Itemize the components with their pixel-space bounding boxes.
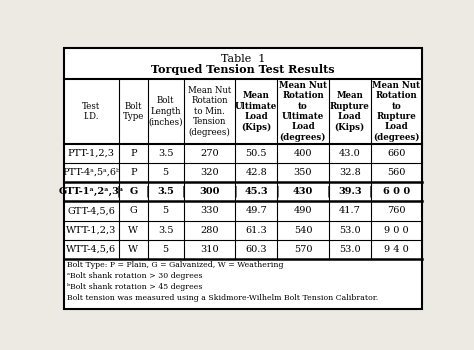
Text: 330: 330 (200, 206, 219, 216)
Text: 430: 430 (293, 187, 313, 196)
Text: G: G (129, 206, 137, 216)
Text: 60.3: 60.3 (246, 245, 267, 254)
Text: 32.8: 32.8 (339, 168, 361, 177)
Text: 5: 5 (163, 245, 169, 254)
Text: 270: 270 (200, 149, 219, 158)
Text: 49.7: 49.7 (246, 206, 267, 216)
Text: 350: 350 (294, 168, 312, 177)
Text: W: W (128, 245, 138, 254)
Text: Mean Nut
Rotation
to
Rupture
Load
(degrees): Mean Nut Rotation to Rupture Load (degre… (373, 81, 420, 142)
Text: 760: 760 (387, 206, 406, 216)
Text: 3.5: 3.5 (157, 187, 174, 196)
Text: 490: 490 (294, 206, 312, 216)
Text: 53.0: 53.0 (339, 226, 361, 234)
Text: 300: 300 (199, 187, 220, 196)
Text: 280: 280 (201, 226, 219, 234)
Text: Torqued Tension Test Results: Torqued Tension Test Results (151, 64, 335, 75)
Text: 9 4 0: 9 4 0 (384, 245, 409, 254)
Text: 45.3: 45.3 (245, 187, 268, 196)
Text: Mean
Rupture
Load
(Kips): Mean Rupture Load (Kips) (330, 91, 370, 132)
Text: Mean Nut
Rotation
to Min.
Tension
(degrees): Mean Nut Rotation to Min. Tension (degre… (188, 86, 231, 137)
Text: |: | (327, 186, 331, 197)
Text: GTT-1ᵃ,2ᵃ,3ᵃ: GTT-1ᵃ,2ᵃ,3ᵃ (59, 187, 124, 196)
Text: P: P (130, 168, 137, 177)
Text: Test
I.D.: Test I.D. (82, 102, 100, 121)
Text: |: | (117, 186, 121, 197)
Text: Bolt Type: P = Plain, G = Galvanized, W = Weathering: Bolt Type: P = Plain, G = Galvanized, W … (66, 261, 283, 269)
Text: PTT-1,2,3: PTT-1,2,3 (68, 149, 115, 158)
Text: ᵇBolt shank rotation > 45 degrees: ᵇBolt shank rotation > 45 degrees (66, 283, 202, 291)
Text: PTT-4ᵃ,5ᵃ,6ᵇ: PTT-4ᵃ,5ᵃ,6ᵇ (63, 168, 120, 177)
Text: |: | (369, 186, 373, 197)
Text: |: | (233, 186, 237, 197)
Text: 5: 5 (163, 168, 169, 177)
Text: W: W (128, 226, 138, 234)
Text: |: | (146, 186, 150, 197)
Text: 660: 660 (387, 149, 406, 158)
Text: P: P (130, 149, 137, 158)
Text: 560: 560 (387, 168, 406, 177)
Text: 6 0 0: 6 0 0 (383, 187, 410, 196)
Text: 61.3: 61.3 (246, 226, 267, 234)
Text: 320: 320 (200, 168, 219, 177)
Text: Mean Nut
Rotation
to
Ultimate
Load
(degrees): Mean Nut Rotation to Ultimate Load (degr… (279, 81, 327, 142)
Text: 3.5: 3.5 (158, 149, 173, 158)
Text: |: | (182, 186, 186, 197)
Text: Mean
Ultimate
Load
(Kips): Mean Ultimate Load (Kips) (235, 91, 277, 132)
Text: 42.8: 42.8 (246, 168, 267, 177)
Text: 570: 570 (294, 245, 312, 254)
Text: WTT-4,5,6: WTT-4,5,6 (66, 245, 117, 254)
Text: WTT-1,2,3: WTT-1,2,3 (66, 226, 117, 234)
Text: 53.0: 53.0 (339, 245, 361, 254)
Text: Bolt
Type: Bolt Type (123, 102, 144, 121)
Text: Bolt tension was measured using a Skidmore-Wilhelm Bolt Tension Calibrator.: Bolt tension was measured using a Skidmo… (66, 294, 378, 302)
Text: 50.5: 50.5 (246, 149, 267, 158)
Text: 400: 400 (294, 149, 312, 158)
Text: 41.7: 41.7 (339, 206, 361, 216)
Text: 310: 310 (200, 245, 219, 254)
Text: 43.0: 43.0 (339, 149, 361, 158)
Text: Table  1: Table 1 (221, 54, 265, 64)
Text: GTT-4,5,6: GTT-4,5,6 (67, 206, 115, 216)
Text: 5: 5 (163, 206, 169, 216)
Text: 9 0 0: 9 0 0 (384, 226, 409, 234)
Text: |: | (275, 186, 279, 197)
Text: ᵃBolt shank rotation > 30 degrees: ᵃBolt shank rotation > 30 degrees (66, 272, 202, 280)
Text: 540: 540 (294, 226, 312, 234)
Text: 39.3: 39.3 (338, 187, 362, 196)
Text: Bolt
Length
(inches): Bolt Length (inches) (148, 97, 183, 126)
Text: G: G (129, 187, 137, 196)
Text: 3.5: 3.5 (158, 226, 173, 234)
